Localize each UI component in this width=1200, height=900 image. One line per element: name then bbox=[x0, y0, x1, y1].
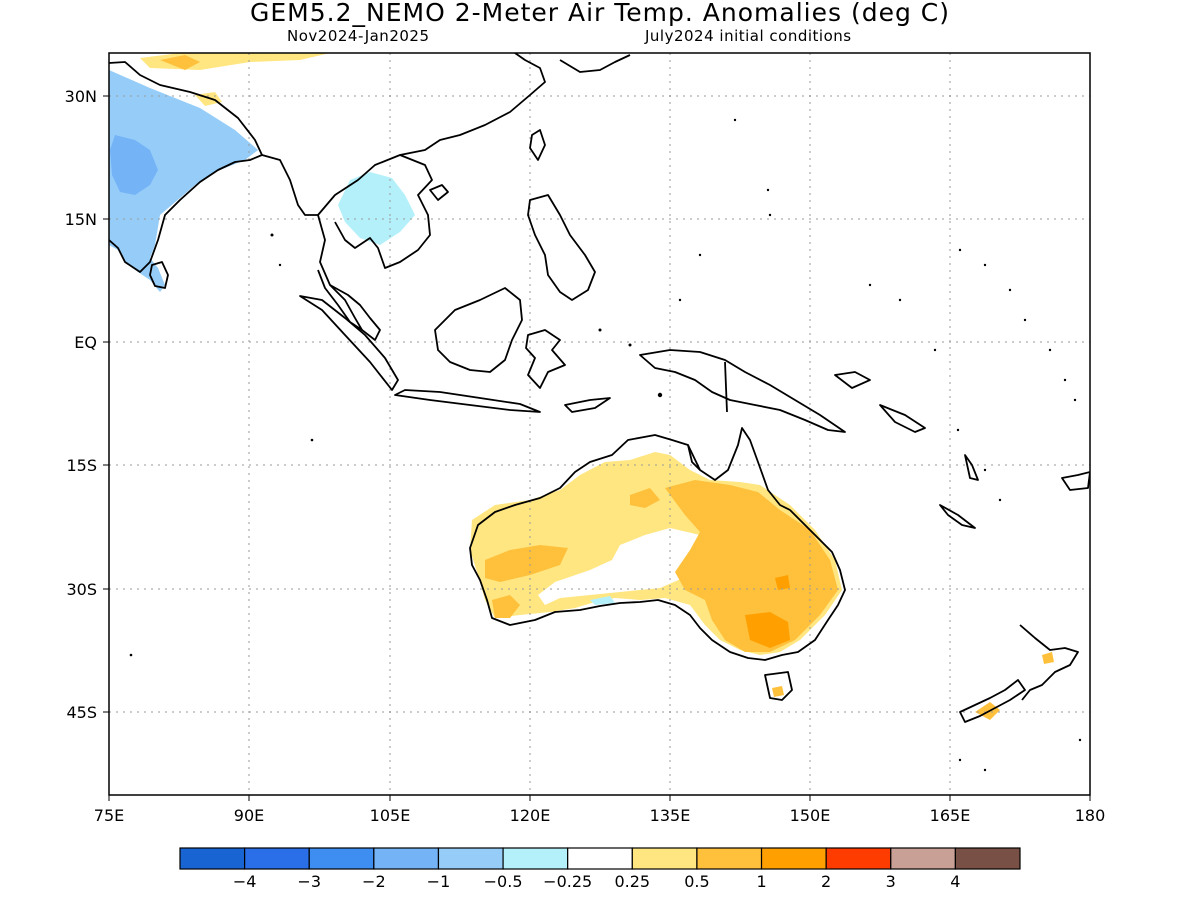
java bbox=[394, 389, 541, 413]
colorbar-label: 0.25 bbox=[614, 872, 650, 891]
chart-title: GEM5.2_NEMO 2-Meter Air Temp. Anomalies … bbox=[250, 0, 950, 27]
australia-central-warm bbox=[630, 488, 660, 508]
new-zealand-south bbox=[959, 679, 1026, 723]
philippines bbox=[527, 194, 596, 301]
lon-tick-label: 120E bbox=[510, 806, 551, 825]
fiji bbox=[1061, 471, 1090, 491]
india-cool-anomaly bbox=[109, 70, 258, 292]
colorbar-swatch bbox=[890, 847, 956, 870]
colorbar-label: −3 bbox=[297, 872, 321, 891]
himalaya-warm-anomaly-2 bbox=[160, 55, 200, 70]
lat-tick-label: 15S bbox=[66, 456, 97, 475]
sulawesi bbox=[525, 329, 566, 389]
australia-spot-hot bbox=[775, 575, 790, 590]
solomon-islands bbox=[879, 404, 926, 433]
lon-tick-label: 165E bbox=[930, 806, 971, 825]
colorbar-swatch bbox=[179, 847, 246, 870]
colorbar-swatch bbox=[567, 847, 633, 870]
season-subtitle: Nov2024-Jan2025 bbox=[287, 27, 430, 45]
tasmania-warm bbox=[772, 686, 784, 697]
colorbar-label: −2 bbox=[362, 872, 386, 891]
china-coast bbox=[399, 53, 546, 156]
colorbar-swatch bbox=[760, 847, 827, 870]
australia-south-cool bbox=[590, 596, 615, 605]
colorbar-label: 2 bbox=[821, 872, 831, 891]
new-caledonia bbox=[939, 504, 976, 529]
australia-neutral-area bbox=[538, 528, 705, 605]
colorbar-swatch bbox=[954, 847, 1021, 870]
lon-tick-label: 135E bbox=[650, 806, 691, 825]
colorbar-label: 0.5 bbox=[684, 872, 709, 891]
lat-tick-label: 15N bbox=[65, 210, 97, 229]
taiwan bbox=[529, 129, 546, 161]
colorbar: −4 −3 −2 −1 −0.5 −0.25 0.25 0.5 1 2 3 4 bbox=[179, 847, 1021, 891]
colorbar-label: −4 bbox=[233, 872, 257, 891]
lon-tick-label: 180 bbox=[1075, 806, 1106, 825]
map-gridlines bbox=[109, 53, 1090, 795]
borneo bbox=[434, 287, 523, 373]
korea-japan-coast bbox=[559, 54, 631, 73]
lat-tick-label: 45S bbox=[66, 703, 97, 722]
lon-tick-label: 75E bbox=[94, 806, 124, 825]
sumatra bbox=[299, 295, 399, 391]
australia-southwest-warm bbox=[492, 595, 520, 618]
colorbar-swatch bbox=[244, 847, 310, 870]
indochina-cool-anomaly bbox=[338, 172, 415, 245]
colorbar-label: 4 bbox=[950, 872, 960, 891]
australia-southeast-hot bbox=[745, 612, 790, 648]
png-border bbox=[724, 361, 728, 413]
australia-east-warm bbox=[665, 480, 838, 652]
colorbar-label: −0.5 bbox=[484, 872, 523, 891]
timor bbox=[564, 397, 611, 413]
map-axes: 75E 90E 105E 120E 135E 150E 165E 180 30N 15N EQ 15S… bbox=[65, 87, 1106, 825]
bay-of-bengal-east-coast bbox=[261, 154, 363, 331]
india-stronger-cool bbox=[110, 135, 158, 195]
colorbar-swatch bbox=[373, 847, 440, 870]
coastlines bbox=[109, 53, 1090, 723]
colorbar-label: −0.25 bbox=[543, 872, 592, 891]
australia-coast bbox=[469, 427, 846, 661]
asia-mainland-coast bbox=[109, 61, 263, 273]
lat-tick-label: 30S bbox=[66, 580, 97, 599]
new-zealand-north bbox=[1019, 624, 1079, 701]
plot-frame bbox=[108, 52, 1091, 796]
colorbar-swatch bbox=[825, 847, 892, 870]
hainan bbox=[429, 184, 449, 201]
tasmania bbox=[764, 671, 793, 701]
sri-lanka bbox=[149, 261, 169, 289]
malay-peninsula bbox=[329, 284, 381, 341]
new-guinea bbox=[639, 349, 846, 433]
colorbar-label: −1 bbox=[427, 872, 451, 891]
lat-tick-label: 30N bbox=[65, 87, 97, 106]
new-britain bbox=[834, 371, 871, 389]
colorbar-swatch bbox=[502, 847, 569, 870]
island-dots bbox=[129, 118, 1082, 772]
lon-tick-label: 90E bbox=[234, 806, 264, 825]
new-zealand-north-warm bbox=[1042, 652, 1054, 664]
colorbar-label: 1 bbox=[756, 872, 766, 891]
colorbar-swatch bbox=[308, 847, 375, 870]
init-subtitle: July2024 initial conditions bbox=[645, 27, 852, 45]
colorbar-swatch bbox=[437, 847, 504, 870]
colorbar-label: 3 bbox=[886, 872, 896, 891]
lat-tick-label: EQ bbox=[74, 333, 97, 352]
indochina-coast bbox=[317, 154, 433, 269]
gulf-of-carpentaria bbox=[687, 444, 701, 471]
colorbar-swatch bbox=[696, 847, 763, 870]
colorbar-swatch bbox=[631, 847, 698, 870]
vanuatu bbox=[964, 454, 979, 481]
anomaly-shading bbox=[109, 53, 1054, 720]
lon-tick-label: 150E bbox=[790, 806, 831, 825]
australia-west-warm bbox=[485, 545, 568, 582]
lon-tick-label: 105E bbox=[370, 806, 411, 825]
